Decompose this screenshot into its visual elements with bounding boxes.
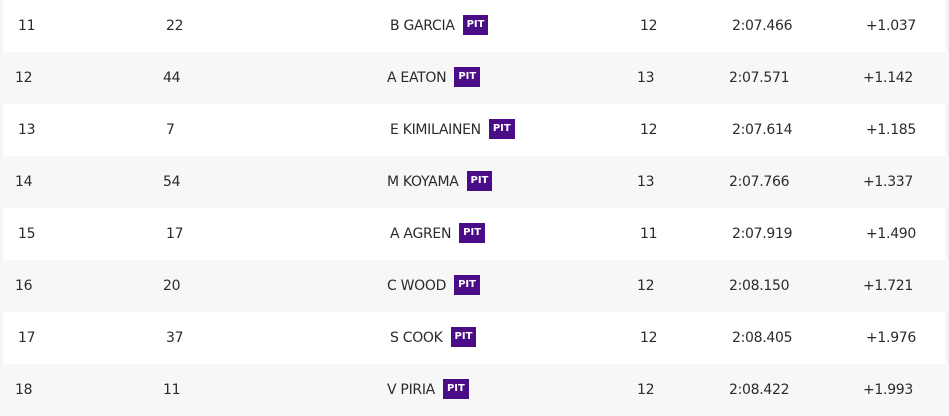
driver-name: C WOOD	[387, 278, 447, 294]
pit-badge: PIT	[488, 118, 515, 139]
gap-cell: +1.490	[866, 226, 917, 242]
number-cell: 20	[163, 278, 181, 294]
pit-badge: PIT	[450, 326, 477, 347]
driver-name: E KIMILAINEN	[390, 122, 481, 138]
gap-cell: +1.337	[863, 174, 914, 190]
laps-cell: 13	[637, 70, 655, 86]
driver-name: A EATON	[387, 70, 447, 86]
laps-cell: 12	[640, 330, 658, 346]
driver-name: V PIRIA	[387, 382, 435, 398]
number-cell: 7	[166, 122, 175, 138]
time-cell: 2:08.422	[729, 382, 790, 398]
laps-cell: 12	[637, 382, 655, 398]
driver-cell: B GARCIA PIT	[390, 0, 489, 52]
laps-cell: 12	[637, 278, 655, 294]
laps-cell: 13	[637, 174, 655, 190]
driver-name: A AGREN	[390, 226, 452, 242]
driver-cell: A EATON PIT	[387, 52, 481, 104]
time-cell: 2:07.614	[732, 122, 793, 138]
pit-badge: PIT	[454, 66, 481, 87]
table-row: 14 54 13 2:07.766 +1.337 M KOYAMA PIT	[0, 156, 949, 208]
gap-cell: +1.142	[863, 70, 914, 86]
table-row: 13 7 12 2:07.614 +1.185 E KIMILAINEN PIT	[3, 104, 946, 156]
pit-badge: PIT	[454, 274, 480, 295]
gap-cell: +1.721	[863, 278, 914, 294]
position-cell: 16	[15, 278, 33, 294]
pit-badge: PIT	[466, 170, 493, 191]
driver-cell: E KIMILAINEN PIT	[390, 104, 515, 156]
laps-cell: 12	[640, 122, 658, 138]
time-cell: 2:08.150	[729, 278, 790, 294]
driver-cell: A AGREN PIT	[390, 208, 486, 260]
time-cell: 2:07.466	[732, 18, 793, 34]
gap-cell: +1.976	[866, 330, 917, 346]
laps-cell: 11	[640, 226, 658, 242]
number-cell: 17	[166, 226, 184, 242]
driver-cell: S COOK PIT	[390, 312, 477, 364]
pit-badge: PIT	[459, 222, 486, 243]
driver-name: M KOYAMA	[387, 174, 459, 190]
position-cell: 15	[18, 226, 36, 242]
pit-badge: PIT	[442, 378, 469, 399]
position-cell: 11	[18, 18, 36, 34]
number-cell: 37	[166, 330, 184, 346]
number-cell: 54	[163, 174, 181, 190]
position-cell: 13	[18, 122, 36, 138]
position-cell: 12	[15, 70, 33, 86]
position-cell: 17	[18, 330, 36, 346]
driver-name: B GARCIA	[390, 18, 455, 34]
table-row: 16 20 12 2:08.150 +1.721 C WOOD PIT	[0, 260, 949, 312]
table-row: 17 37 12 2:08.405 +1.976 S COOK PIT	[3, 312, 946, 364]
time-cell: 2:07.571	[729, 70, 790, 86]
gap-cell: +1.037	[866, 18, 917, 34]
laps-cell: 12	[640, 18, 658, 34]
table-row: 18 11 12 2:08.422 +1.993 V PIRIA PIT	[0, 364, 949, 416]
time-cell: 2:08.405	[732, 330, 793, 346]
time-cell: 2:07.919	[732, 226, 793, 242]
table-row: 11 22 12 2:07.466 +1.037 B GARCIA PIT	[3, 0, 946, 52]
gap-cell: +1.185	[866, 122, 917, 138]
time-cell: 2:07.766	[729, 174, 790, 190]
number-cell: 22	[166, 18, 184, 34]
driver-cell: M KOYAMA PIT	[387, 156, 493, 208]
table-row: 12 44 13 2:07.571 +1.142 A EATON PIT	[0, 52, 949, 104]
position-cell: 18	[15, 382, 33, 398]
number-cell: 11	[163, 382, 181, 398]
number-cell: 44	[163, 70, 181, 86]
gap-cell: +1.993	[863, 382, 914, 398]
position-cell: 14	[15, 174, 33, 190]
pit-badge: PIT	[462, 14, 489, 35]
driver-name: S COOK	[390, 330, 443, 346]
driver-cell: V PIRIA PIT	[387, 364, 469, 416]
driver-cell: C WOOD PIT	[387, 260, 480, 312]
table-row: 15 17 11 2:07.919 +1.490 A AGREN PIT	[3, 208, 946, 260]
